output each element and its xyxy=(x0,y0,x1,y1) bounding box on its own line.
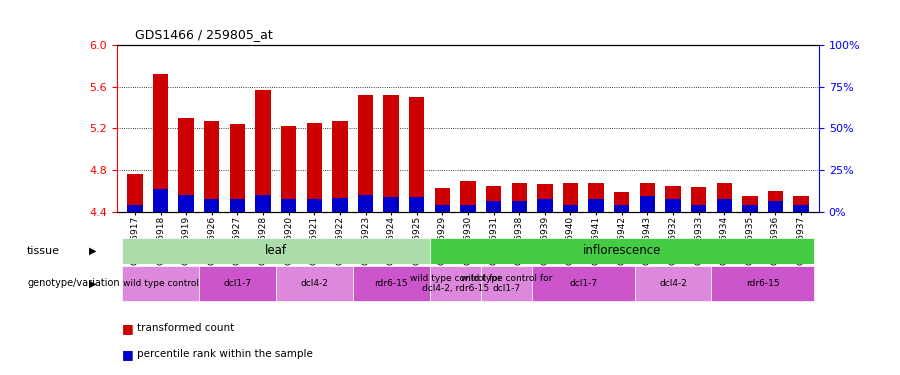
Bar xyxy=(358,95,374,212)
Text: leaf: leaf xyxy=(265,244,287,257)
Bar xyxy=(178,118,194,212)
Bar xyxy=(532,266,634,301)
Bar xyxy=(634,266,711,301)
Text: genotype/variation: genotype/variation xyxy=(27,279,120,288)
Bar xyxy=(614,192,629,212)
Bar xyxy=(256,195,271,212)
Bar xyxy=(429,238,814,264)
Text: GDS1466 / 259805_at: GDS1466 / 259805_at xyxy=(135,28,273,41)
Text: dcl4-2: dcl4-2 xyxy=(301,279,328,288)
Bar xyxy=(204,200,220,212)
Bar xyxy=(256,90,271,212)
Bar xyxy=(435,205,450,212)
Bar xyxy=(562,205,578,212)
Text: dcl1-7: dcl1-7 xyxy=(569,279,598,288)
Bar xyxy=(122,266,199,301)
Text: wild type control: wild type control xyxy=(122,279,199,288)
Bar xyxy=(640,183,655,212)
Bar xyxy=(614,205,629,212)
Bar xyxy=(332,198,347,212)
Bar xyxy=(178,195,194,212)
Bar xyxy=(794,196,809,212)
Bar xyxy=(768,201,783,212)
Bar xyxy=(410,97,425,212)
Bar xyxy=(640,196,655,212)
Bar xyxy=(589,183,604,212)
Bar xyxy=(358,195,374,212)
Bar xyxy=(794,205,809,212)
Bar xyxy=(537,200,553,212)
Bar xyxy=(230,124,245,212)
Text: rdr6-15: rdr6-15 xyxy=(746,279,779,288)
Text: ▶: ▶ xyxy=(89,279,96,288)
Text: dcl1-7: dcl1-7 xyxy=(223,279,251,288)
Bar xyxy=(537,184,553,212)
Bar xyxy=(481,266,532,301)
Text: tissue: tissue xyxy=(27,246,60,256)
Bar xyxy=(281,200,296,212)
Bar xyxy=(230,200,245,212)
Bar xyxy=(665,200,680,212)
Bar xyxy=(460,181,476,212)
Bar xyxy=(691,205,707,212)
Bar xyxy=(435,188,450,212)
Text: ▶: ▶ xyxy=(89,246,96,256)
Text: wild type control for
dcl1-7: wild type control for dcl1-7 xyxy=(461,274,552,293)
Bar xyxy=(383,95,399,212)
Bar xyxy=(429,266,481,301)
Text: transformed count: transformed count xyxy=(137,323,234,333)
Bar xyxy=(486,186,501,212)
Bar xyxy=(511,201,526,212)
Bar xyxy=(127,205,142,212)
Bar xyxy=(511,183,526,212)
Bar xyxy=(716,200,732,212)
Bar xyxy=(383,197,399,212)
Text: dcl4-2: dcl4-2 xyxy=(659,279,687,288)
Bar xyxy=(742,196,758,212)
Bar xyxy=(742,205,758,212)
Text: inflorescence: inflorescence xyxy=(582,244,661,257)
Bar xyxy=(127,174,142,212)
Bar xyxy=(665,186,680,212)
Bar xyxy=(307,200,322,212)
Text: rdr6-15: rdr6-15 xyxy=(374,279,408,288)
Bar xyxy=(153,74,168,212)
Bar xyxy=(199,266,275,301)
Bar xyxy=(486,201,501,212)
Text: ■: ■ xyxy=(122,348,133,361)
Bar xyxy=(275,266,353,301)
Bar xyxy=(353,266,429,301)
Bar xyxy=(711,266,814,301)
Bar xyxy=(562,183,578,212)
Bar xyxy=(204,121,220,212)
Bar xyxy=(122,238,429,264)
Bar xyxy=(307,123,322,212)
Bar xyxy=(460,205,476,212)
Bar xyxy=(410,197,425,212)
Bar xyxy=(153,189,168,212)
Bar xyxy=(589,200,604,212)
Bar xyxy=(716,183,732,212)
Bar xyxy=(281,126,296,212)
Bar xyxy=(768,191,783,212)
Bar xyxy=(332,121,347,212)
Text: percentile rank within the sample: percentile rank within the sample xyxy=(137,350,312,359)
Text: wild type control for
dcl4-2, rdr6-15: wild type control for dcl4-2, rdr6-15 xyxy=(410,274,501,293)
Bar xyxy=(691,187,707,212)
Text: ■: ■ xyxy=(122,322,133,334)
